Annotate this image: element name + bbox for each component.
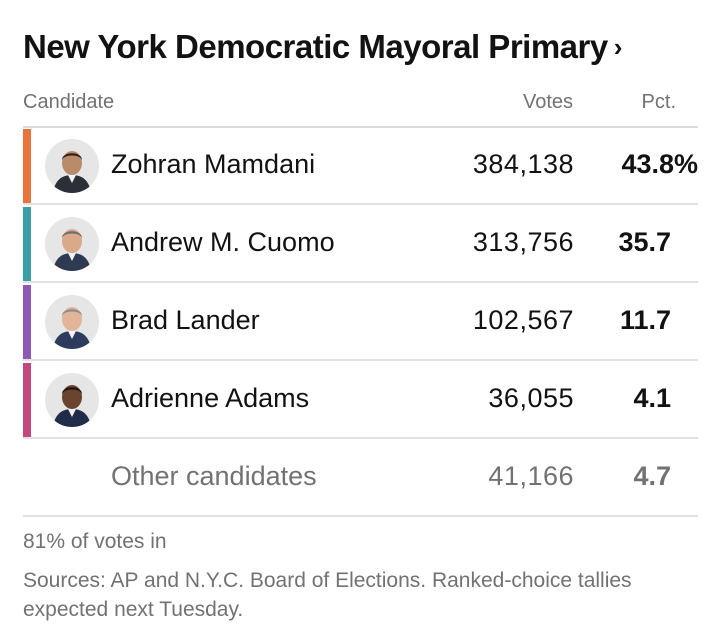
table-row: Andrew M. Cuomo 313,756 35.7 <box>23 205 698 283</box>
candidate-name: Adrienne Adams <box>111 383 310 413</box>
candidate-color-bar <box>23 363 31 437</box>
candidate-color-bar <box>23 285 31 359</box>
table-row: Zohran Mamdani 384,138 43.8% <box>23 127 698 205</box>
candidate-pct: 4.7 <box>633 461 671 491</box>
candidate-name: Other candidates <box>111 461 317 491</box>
chevron-right-icon[interactable]: › <box>613 32 623 62</box>
candidate-pct: 4.1 <box>633 383 671 413</box>
candidate-votes: 384,138 <box>472 149 574 179</box>
table-row: Other candidates 41,166 4.7 <box>23 439 698 517</box>
candidate-pct: 11.7 <box>619 305 671 335</box>
column-header-votes: Votes <box>522 91 573 113</box>
table-header: Candidate Votes Pct. <box>23 89 698 117</box>
avatar <box>45 373 99 427</box>
reporting-status: 81% of votes in <box>23 530 167 553</box>
candidate-pct: 35.7 <box>618 227 671 257</box>
candidate-color-bar <box>23 129 31 203</box>
candidate-color-bar <box>23 207 31 281</box>
header-divider <box>23 126 698 128</box>
candidate-name: Zohran Mamdani <box>111 149 316 179</box>
candidate-votes: 102,567 <box>472 305 574 335</box>
candidate-name: Brad Lander <box>111 305 260 335</box>
candidate-votes: 313,756 <box>472 227 574 257</box>
avatar <box>45 139 99 193</box>
results-table: Zohran Mamdani 384,138 43.8% Andrew M. Cuom… <box>23 127 698 517</box>
candidate-pct: 43.8% <box>621 149 698 179</box>
table-row: Adrienne Adams 36,055 4.1 <box>23 361 698 439</box>
candidate-votes: 36,055 <box>488 383 574 413</box>
candidate-name: Andrew M. Cuomo <box>111 227 335 257</box>
avatar <box>45 295 99 349</box>
candidate-votes: 41,166 <box>488 461 574 491</box>
title-text[interactable]: New York Democratic Mayoral Primary <box>23 28 608 65</box>
avatar <box>45 217 99 271</box>
page-title[interactable]: New York Democratic Mayoral Primary › <box>23 28 622 66</box>
column-header-pct: Pct. <box>641 91 676 113</box>
table-row: Brad Lander 102,567 11.7 <box>23 283 698 361</box>
sources-note: Sources: AP and N.Y.C. Board of Election… <box>23 569 632 621</box>
column-header-candidate: Candidate <box>23 91 115 113</box>
